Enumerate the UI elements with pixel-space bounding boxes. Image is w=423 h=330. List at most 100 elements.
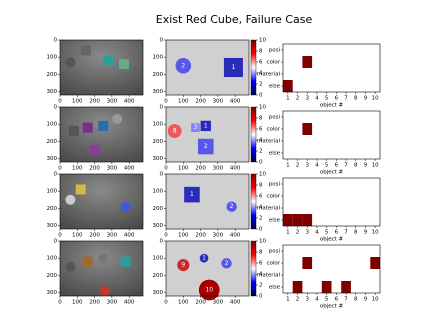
- scene-object: [98, 120, 109, 131]
- y-tick-label: else: [269, 84, 281, 90]
- x-tick-label: 8: [354, 297, 358, 303]
- x-tick-label: 8: [354, 163, 358, 169]
- colorbar-tick-label: 8: [259, 183, 263, 189]
- y-tick-label: 0: [54, 38, 58, 44]
- segmentation-panel: 8 3 1 2 0 100 200 300 400 0 100 200 300: [153, 105, 250, 172]
- y-tick-label: posi: [269, 115, 281, 121]
- y-tick-label: 100: [47, 189, 58, 195]
- x-tick-label: 300: [107, 233, 118, 239]
- x-tick-label: 300: [107, 166, 118, 172]
- colorbar-tick-label: 6: [259, 60, 263, 66]
- colorbar-tick-label: 0: [259, 160, 263, 166]
- matrix-frame: [282, 244, 381, 294]
- scene-object: [68, 126, 79, 137]
- colorbar: [250, 39, 257, 96]
- x-tick-label: 9: [364, 96, 368, 102]
- segment-label: 2: [181, 62, 185, 69]
- segment: [221, 258, 232, 269]
- axes-frame: [165, 39, 250, 96]
- x-tick-label: 0: [164, 300, 168, 306]
- x-tick-label: 0: [58, 166, 62, 172]
- matrix-frame: [282, 110, 381, 160]
- x-tick-label: 2: [296, 96, 300, 102]
- y-tick-label: 200: [47, 139, 58, 145]
- x-tick-label: 3: [306, 230, 310, 236]
- scene-object: [99, 285, 110, 296]
- y-tick-label: else: [269, 151, 281, 157]
- colorbar-tick-label: 2: [259, 283, 263, 289]
- segment: [197, 138, 214, 155]
- x-tick-label: 5: [325, 230, 329, 236]
- y-tick-label: 300: [153, 89, 164, 95]
- x-tick-label: 8: [354, 96, 358, 102]
- y-tick-label: color: [266, 60, 280, 66]
- segment: [226, 201, 237, 212]
- scene-object: [120, 256, 131, 267]
- x-tick-label: 2: [296, 297, 300, 303]
- x-tick-label: 5: [325, 96, 329, 102]
- x-tick-label: 10: [372, 96, 379, 102]
- axes-frame: [59, 240, 144, 297]
- segment: [191, 123, 200, 132]
- x-tick-label: 5: [325, 297, 329, 303]
- x-tick-label: 3: [306, 163, 310, 169]
- segment-label: 8: [173, 128, 177, 135]
- segment-label: 1: [190, 191, 194, 198]
- colorbar-tick-label: 10: [259, 172, 266, 178]
- scene-object: [89, 144, 100, 155]
- matrix-cell: [302, 123, 313, 135]
- scene-object: [75, 184, 86, 195]
- matrix-cell: [321, 281, 332, 293]
- y-tick-label: 100: [47, 256, 58, 262]
- x-tick-label: 300: [107, 99, 118, 105]
- matrix-frame: [282, 177, 381, 227]
- y-tick-label: 200: [153, 206, 164, 212]
- y-tick-label: color: [266, 194, 280, 200]
- x-tick-label: 1: [286, 163, 290, 169]
- scene-object: [65, 261, 76, 272]
- x-tick-label: 9: [364, 163, 368, 169]
- x-tick-label: 200: [89, 166, 100, 172]
- matrix-cell: [370, 257, 380, 269]
- x-tick-label: 100: [72, 99, 83, 105]
- y-tick-label: 0: [54, 172, 58, 178]
- scene-object: [98, 253, 109, 264]
- x-tick-label: 100: [178, 99, 189, 105]
- x-axis-label: object #: [320, 237, 344, 243]
- y-tick-label: 0: [160, 172, 164, 178]
- x-tick-label: 400: [230, 300, 241, 306]
- segment: [198, 279, 220, 301]
- y-tick-label: 200: [153, 139, 164, 145]
- colorbar-tick-label: 0: [259, 294, 263, 300]
- y-tick-label: posi: [269, 182, 281, 188]
- y-tick-label: 100: [47, 55, 58, 61]
- y-tick-label: 200: [153, 273, 164, 279]
- x-tick-label: 300: [213, 300, 224, 306]
- y-tick-label: 100: [153, 122, 164, 128]
- y-tick-label: color: [266, 127, 280, 133]
- y-tick-label: else: [269, 218, 281, 224]
- x-tick-label: 7: [344, 230, 348, 236]
- x-tick-label: 200: [89, 99, 100, 105]
- x-tick-label: 200: [89, 300, 100, 306]
- segment: [200, 120, 211, 132]
- x-tick-label: 0: [58, 99, 62, 105]
- colorbar-tick-label: 10: [259, 105, 266, 111]
- x-tick-label: 0: [58, 233, 62, 239]
- x-tick-label: 400: [124, 99, 135, 105]
- x-tick-label: 100: [178, 300, 189, 306]
- scene-object: [103, 55, 114, 66]
- matrix-cell: [292, 281, 303, 293]
- segmentation-panel: 2 1 0 100 200 300 400 0 100 200 300: [153, 38, 250, 105]
- x-tick-label: 400: [124, 233, 135, 239]
- y-tick-label: color: [266, 261, 280, 267]
- segment: [223, 57, 243, 78]
- y-tick-label: 300: [47, 89, 58, 95]
- scene-object: [80, 45, 91, 56]
- x-tick-label: 300: [213, 166, 224, 172]
- colorbar-tick-label: 4: [259, 272, 263, 278]
- figure-title: Exist Red Cube, Failure Case: [156, 13, 313, 26]
- y-tick-label: else: [269, 285, 281, 291]
